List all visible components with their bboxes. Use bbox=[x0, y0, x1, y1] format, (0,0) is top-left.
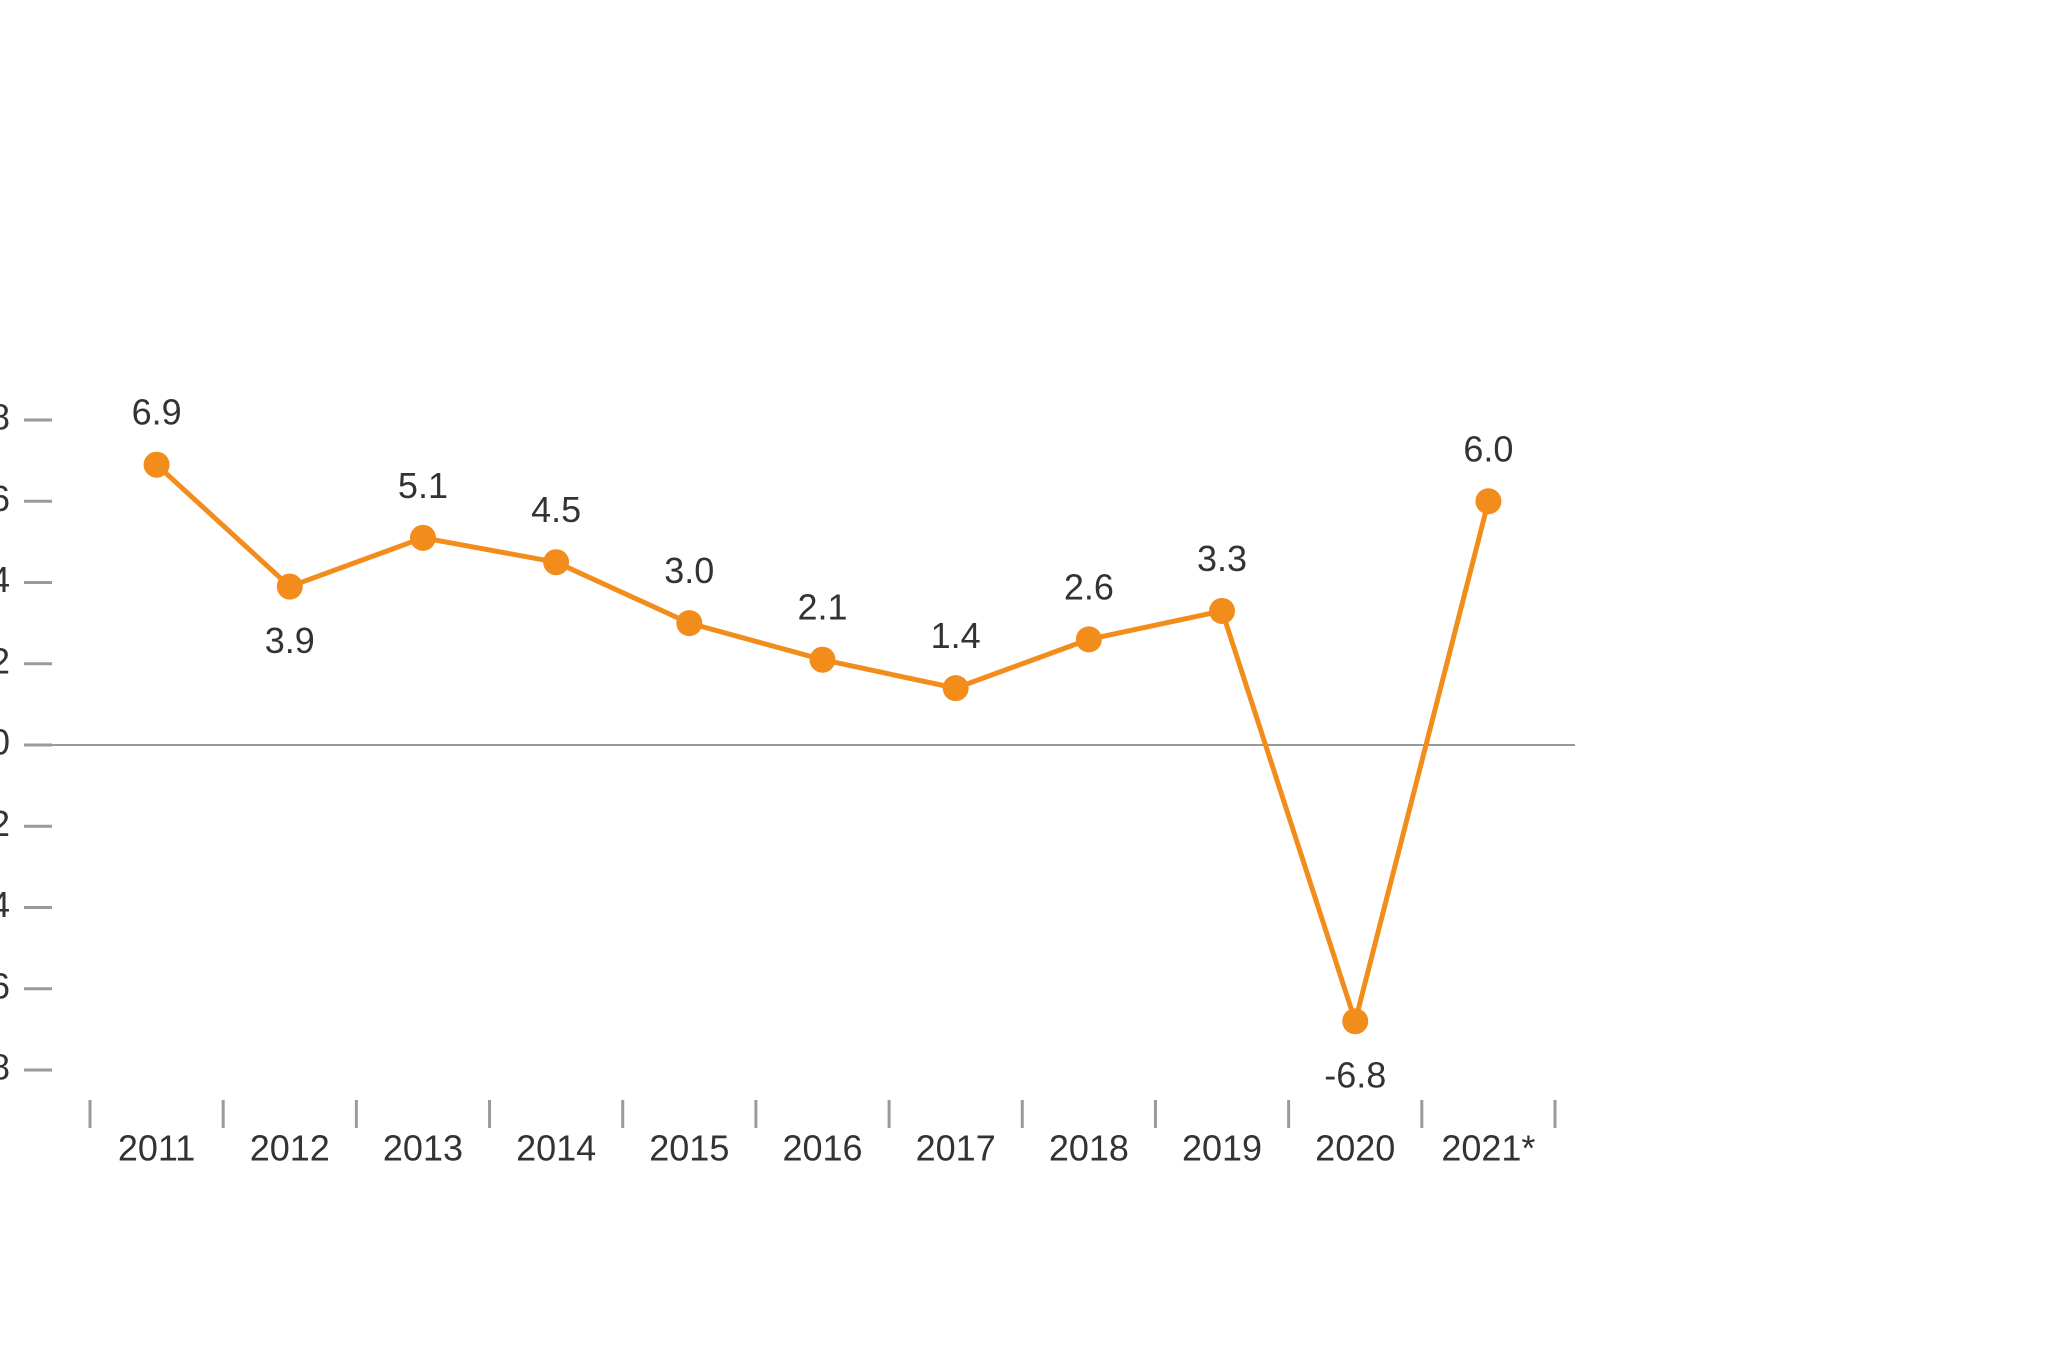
svg-text:2021*: 2021* bbox=[1441, 1127, 1535, 1168]
svg-text:2017: 2017 bbox=[916, 1127, 996, 1168]
svg-text:4: 4 bbox=[0, 559, 10, 600]
svg-text:-2: -2 bbox=[0, 803, 10, 844]
svg-text:6.9: 6.9 bbox=[132, 392, 182, 433]
svg-text:1.4: 1.4 bbox=[931, 615, 981, 656]
line-chart: -8 -6 -4 -2 0 2 4 6 8 2011 2012 2013 2014 2015 2016 201… bbox=[0, 0, 2048, 1365]
svg-text:5.1: 5.1 bbox=[398, 465, 448, 506]
svg-text:4.5: 4.5 bbox=[531, 489, 581, 530]
svg-text:6.0: 6.0 bbox=[1463, 428, 1513, 469]
svg-text:2012: 2012 bbox=[250, 1127, 330, 1168]
svg-text:-8: -8 bbox=[0, 1047, 10, 1088]
svg-text:2020: 2020 bbox=[1315, 1127, 1395, 1168]
svg-text:2015: 2015 bbox=[649, 1127, 729, 1168]
svg-text:6: 6 bbox=[0, 478, 10, 519]
svg-text:2013: 2013 bbox=[383, 1127, 463, 1168]
svg-text:-4: -4 bbox=[0, 884, 10, 925]
svg-text:0: 0 bbox=[0, 722, 10, 763]
svg-text:2016: 2016 bbox=[782, 1127, 862, 1168]
svg-text:2011: 2011 bbox=[118, 1127, 195, 1168]
svg-text:2: 2 bbox=[0, 640, 10, 681]
svg-text:-6: -6 bbox=[0, 965, 10, 1006]
svg-text:2019: 2019 bbox=[1182, 1127, 1262, 1168]
svg-text:3.9: 3.9 bbox=[265, 620, 315, 661]
svg-text:2014: 2014 bbox=[516, 1127, 596, 1168]
svg-text:3.3: 3.3 bbox=[1197, 538, 1247, 579]
svg-text:2.6: 2.6 bbox=[1064, 566, 1114, 607]
svg-text:8: 8 bbox=[0, 397, 10, 438]
svg-text:3.0: 3.0 bbox=[664, 550, 714, 591]
svg-text:-6.8: -6.8 bbox=[1324, 1055, 1386, 1096]
svg-text:2018: 2018 bbox=[1049, 1127, 1129, 1168]
svg-text:2.1: 2.1 bbox=[797, 587, 847, 628]
chart-svg: -8 -6 -4 -2 0 2 4 6 8 2011 2012 2013 2014 2015 2016 201… bbox=[0, 0, 2048, 1365]
